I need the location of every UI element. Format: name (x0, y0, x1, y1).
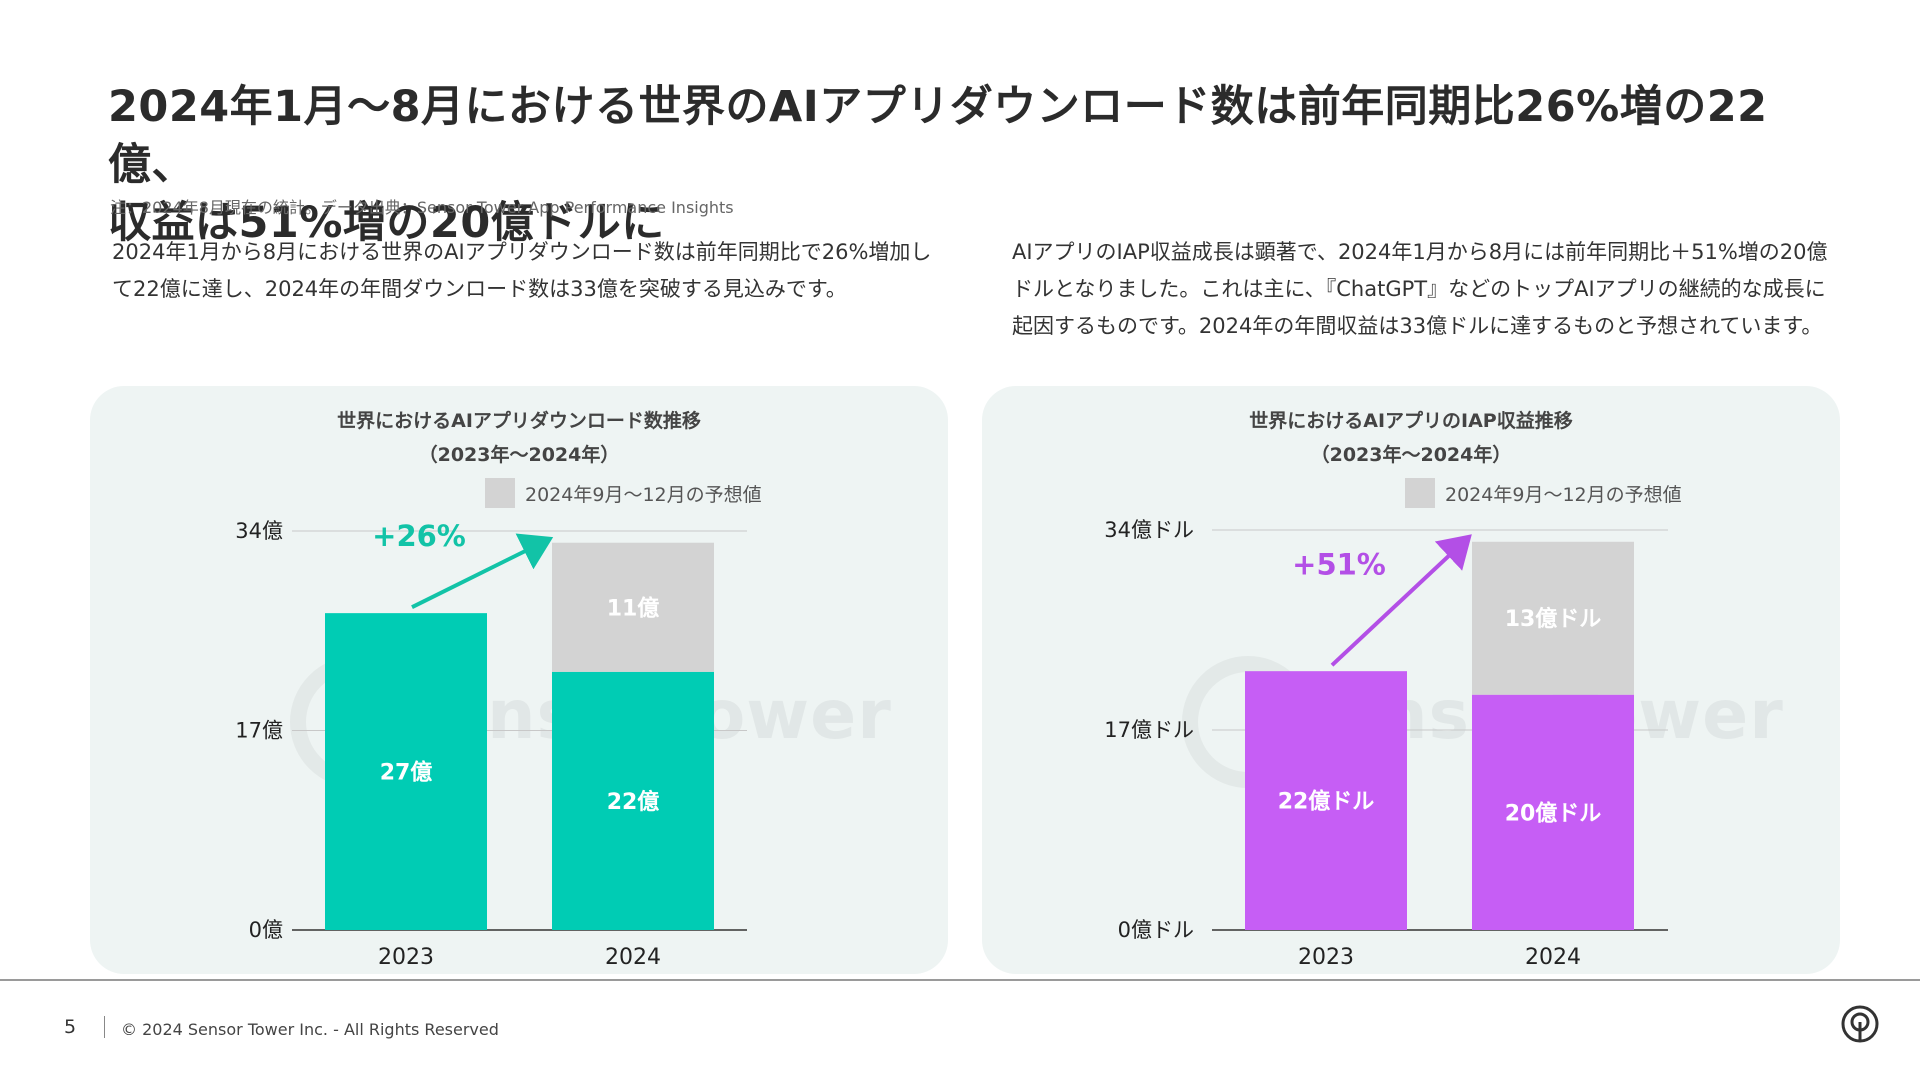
downloads-xtick-label-2024: 2024 (605, 945, 661, 970)
downloads-ytick-label: 34億 (235, 519, 283, 543)
revenue-growth-arrow (1330, 534, 1472, 667)
revenue-xtick-label-2023: 2023 (1298, 945, 1354, 970)
revenue-bar-2024-actual (1472, 694, 1634, 930)
slide-title-line2: 収益は51%増の20億ドルに (108, 198, 665, 248)
legend-label-forecast: 2024年9月～12月の予想値 (525, 483, 762, 506)
downloads-ytick-label: 0億 (249, 918, 283, 942)
legend-label-forecast: 2024年9月～12月の予想値 (1445, 483, 1682, 506)
revenue-bar-2023-actual (1245, 671, 1407, 930)
revenue-chart-subtitle: （2023年～2024年） (1310, 444, 1512, 466)
downloads-data-label-2023: 27億 (380, 760, 433, 786)
revenue-ytick-label: 17億ドル (1104, 718, 1194, 742)
legend-swatch-forecast (1405, 478, 1435, 508)
downloads-data-label-2024: 22億 (607, 789, 660, 815)
revenue-bar-2024-forecast (1472, 541, 1634, 695)
slide-title-line1: 2024年1月～8月における世界のAIアプリダウンロード数は前年同期比26%増の… (108, 82, 1768, 190)
revenue-data-label-2023: 22億ドル (1278, 789, 1375, 815)
downloads-bar-2024-forecast (552, 542, 714, 672)
copyright: © 2024 Sensor Tower Inc. - All Rights Re… (121, 1020, 499, 1039)
revenue-ytick-label: 34億ドル (1104, 518, 1194, 542)
revenue-xtick-label-2024: 2024 (1525, 945, 1581, 970)
footer-divider (0, 979, 1920, 981)
downloads-bar-2024-actual (552, 671, 714, 930)
legend-swatch-forecast (485, 478, 515, 508)
slide-title: 2024年1月～8月における世界のAIアプリダウンロード数は前年同期比26%増の… (108, 78, 1848, 252)
body-text-revenue: AIアプリのIAP収益成長は顕著で、2024年1月から8月には前年同期比＋51%… (1012, 240, 1828, 338)
downloads-data-label-2024-forecast: 11億 (607, 595, 660, 621)
revenue-data-label-2024-forecast: 13億ドル (1505, 606, 1602, 632)
downloads-chart-title: 世界におけるAIアプリダウンロード数推移 (337, 410, 701, 432)
downloads-growth-label: +26% (372, 519, 466, 553)
source-note: 注：2024年8月現在の統計。データ出典：Sensor Tower App Pe… (110, 198, 734, 217)
revenue-growth-label: +51% (1292, 547, 1386, 581)
revenue-ytick-label: 0億ドル (1118, 918, 1194, 942)
revenue-data-label-2024: 20億ドル (1505, 800, 1602, 826)
body-text-downloads: 2024年1月から8月における世界のAIアプリダウンロード数は前年同期比で26%… (112, 240, 932, 301)
downloads-xtick-label-2023: 2023 (378, 945, 434, 970)
downloads-growth-arrow (411, 533, 554, 609)
downloads-ytick-label: 17億 (235, 719, 283, 743)
downloads-chart-subtitle: （2023年～2024年） (418, 444, 620, 466)
footer-separator (104, 1016, 105, 1038)
revenue-chart-title: 世界におけるAIアプリのIAP収益推移 (1249, 410, 1573, 432)
downloads-bar-2023-actual (325, 613, 487, 930)
downloads-legend: 2024年9月～12月の予想値 (485, 478, 762, 508)
page-number: 5 (64, 1016, 77, 1038)
revenue-legend: 2024年9月～12月の予想値 (1405, 478, 1682, 508)
sensor-tower-logo-icon (1841, 1005, 1879, 1043)
